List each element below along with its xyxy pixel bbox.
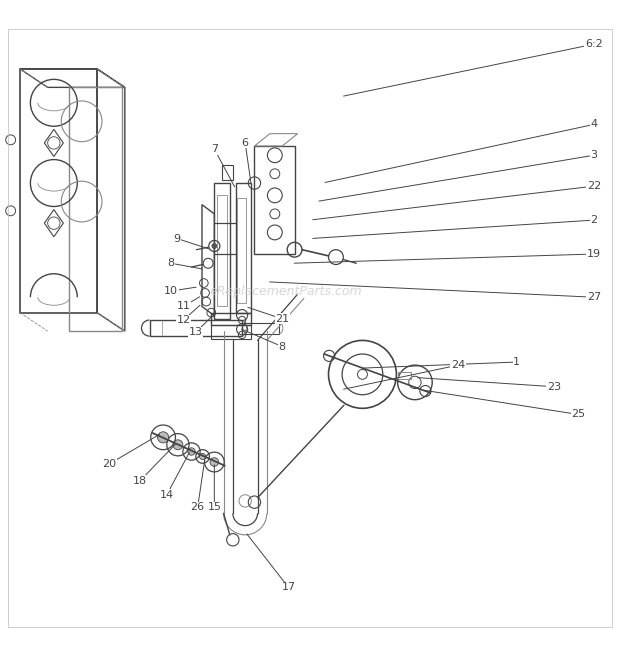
Bar: [211, 313, 251, 325]
Text: 13: 13: [189, 328, 203, 337]
Text: 1: 1: [513, 357, 520, 367]
Bar: [398, 372, 410, 380]
Bar: [254, 146, 294, 254]
Text: 27: 27: [587, 292, 601, 302]
Circle shape: [173, 440, 183, 450]
Circle shape: [188, 448, 195, 455]
Circle shape: [210, 458, 219, 466]
Text: 6:2: 6:2: [585, 39, 603, 49]
Bar: [237, 198, 246, 304]
Bar: [149, 320, 242, 336]
Circle shape: [200, 454, 206, 460]
Text: 12: 12: [177, 315, 190, 325]
Circle shape: [212, 244, 217, 248]
Text: 10: 10: [164, 286, 178, 296]
Text: 8: 8: [278, 342, 286, 352]
Text: 20: 20: [102, 459, 117, 469]
Text: 15: 15: [207, 502, 221, 512]
Text: 22: 22: [587, 181, 601, 191]
Bar: [236, 183, 251, 313]
Text: 25: 25: [572, 410, 585, 419]
Bar: [215, 183, 230, 319]
Text: eReplacementParts.com: eReplacementParts.com: [209, 285, 361, 298]
Circle shape: [157, 432, 169, 443]
Text: 23: 23: [547, 382, 561, 392]
Text: 3: 3: [590, 150, 598, 161]
Bar: [223, 164, 234, 180]
Bar: [242, 322, 279, 333]
Text: 24: 24: [451, 360, 465, 370]
Text: 8: 8: [167, 258, 175, 268]
Text: 11: 11: [177, 302, 190, 311]
Text: 26: 26: [190, 502, 205, 512]
Text: 7: 7: [211, 144, 218, 154]
Bar: [211, 325, 251, 339]
Text: 19: 19: [587, 249, 601, 259]
Text: 21: 21: [275, 314, 290, 324]
Bar: [218, 196, 227, 307]
Text: 6: 6: [242, 138, 249, 148]
Text: 14: 14: [160, 489, 174, 500]
Text: 2: 2: [590, 215, 598, 225]
Text: 17: 17: [281, 582, 296, 592]
Text: 4: 4: [590, 120, 598, 129]
Text: 9: 9: [174, 233, 181, 244]
Text: 18: 18: [133, 476, 148, 486]
